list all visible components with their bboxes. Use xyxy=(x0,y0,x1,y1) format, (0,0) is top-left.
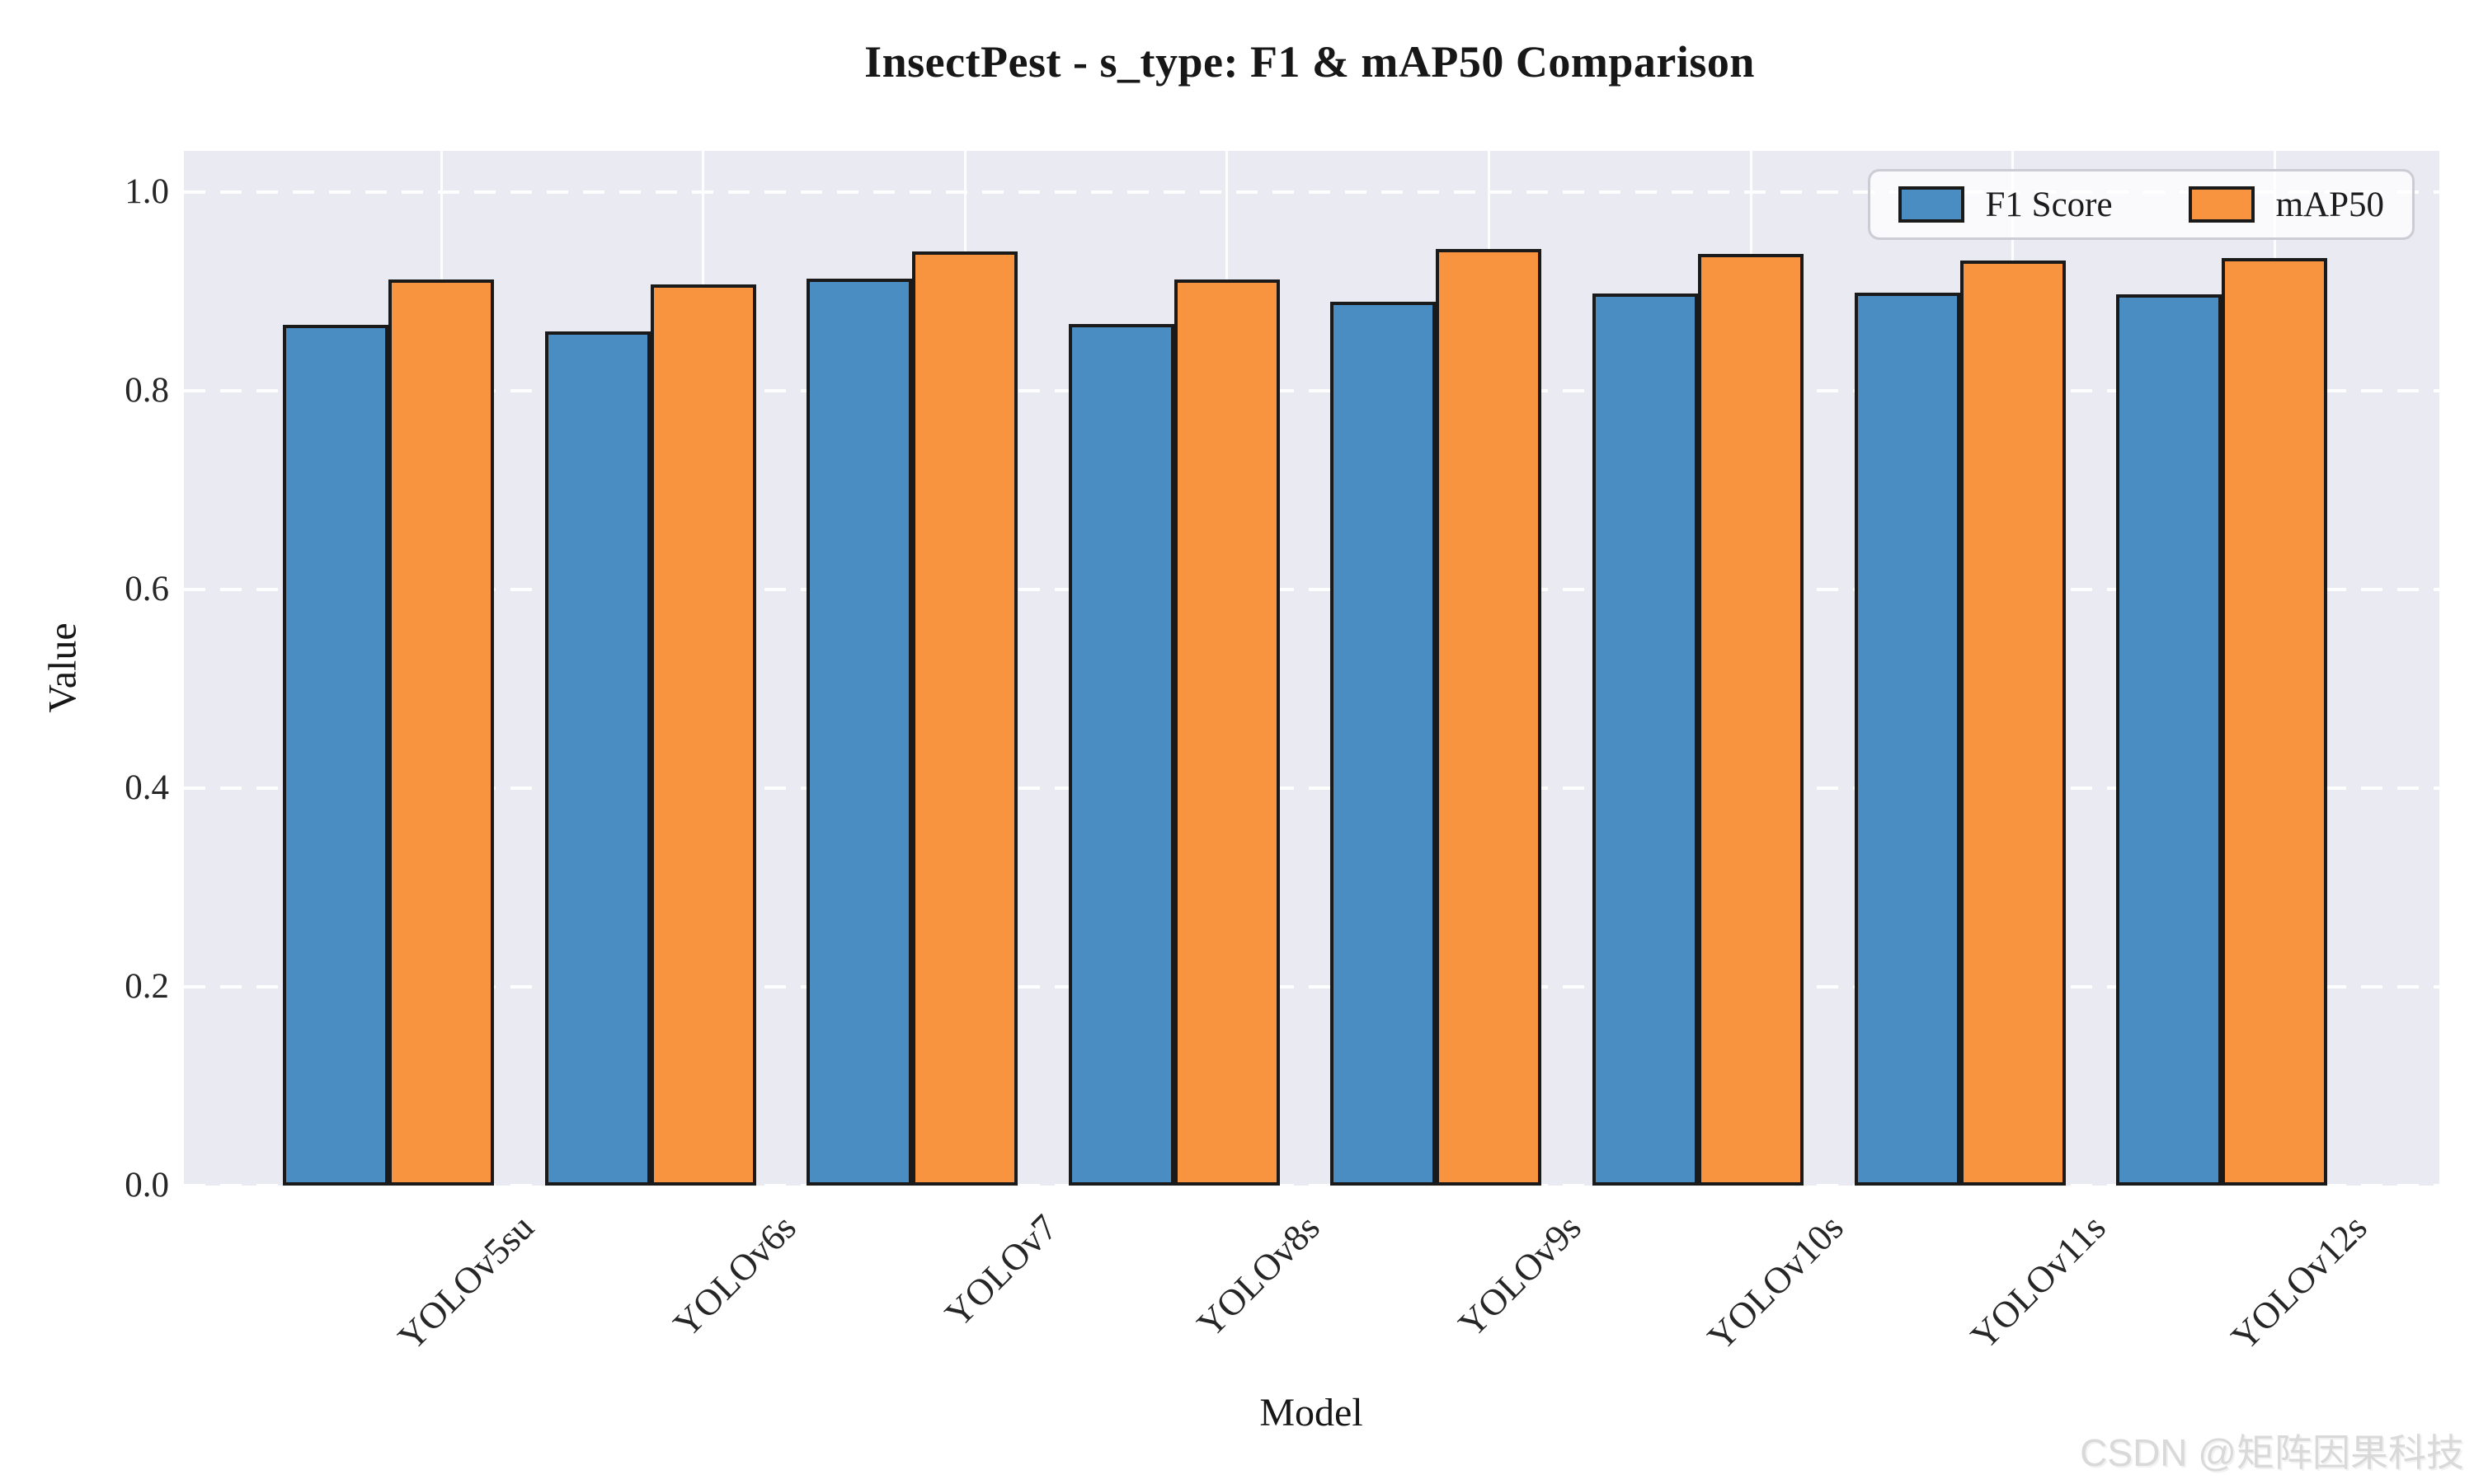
x-tick-label-YOLOv11s: YOLOv11s xyxy=(1962,1206,2114,1358)
bar-f1-score-YOLOv11s xyxy=(1854,292,1960,1186)
x-tick-label-YOLOv7: YOLOv7 xyxy=(937,1206,1065,1335)
gridline-y-0.8 xyxy=(184,389,2439,393)
y-tick-label-0.6: 0.6 xyxy=(125,570,169,608)
bar-map50-YOLOv9s xyxy=(1436,248,1542,1186)
legend-label-map50: mAP50 xyxy=(2275,185,2384,224)
y-tick-label-0.8: 0.8 xyxy=(125,371,169,410)
bar-map50-YOLOv7 xyxy=(912,251,1018,1186)
bar-f1-score-YOLOv10s xyxy=(1592,293,1698,1186)
legend-swatch-map50 xyxy=(2188,186,2255,223)
bar-map50-YOLOv6s xyxy=(650,284,756,1186)
y-tick-label-0.2: 0.2 xyxy=(125,967,169,1006)
x-tick-label-YOLOv6s: YOLOv6s xyxy=(665,1206,804,1345)
bar-f1-score-YOLOv9s xyxy=(1330,301,1437,1186)
bar-f1-score-YOLOv6s xyxy=(544,331,651,1186)
chart-title: InsectPest - s_type: F1 & mAP50 Comparis… xyxy=(864,37,1755,87)
bar-f1-score-YOLOv5su xyxy=(283,325,388,1186)
bar-map50-YOLOv8s xyxy=(1174,279,1280,1186)
gridline-y-0.6 xyxy=(184,588,2439,592)
bar-map50-YOLOv11s xyxy=(1959,261,2066,1186)
legend: F1 Score mAP50 xyxy=(1867,169,2415,240)
bar-map50-YOLOv10s xyxy=(1698,253,1804,1186)
gridline-y-0.0 xyxy=(184,1184,2439,1187)
y-tick-label-0.4: 0.4 xyxy=(125,768,169,807)
y-tick-label-0.0: 0.0 xyxy=(125,1166,169,1205)
legend-swatch-f1 xyxy=(1898,186,1964,223)
x-tick-label-YOLOv8s: YOLOv8s xyxy=(1188,1206,1328,1345)
gridline-y-0.4 xyxy=(184,787,2439,791)
bar-map50-YOLOv5su xyxy=(388,279,494,1186)
bar-f1-score-YOLOv7 xyxy=(807,278,913,1186)
watermark: CSDN @矩阵因果科技 xyxy=(2080,1431,2464,1474)
gridline-y-1.0 xyxy=(184,190,2439,195)
x-axis-label: Model xyxy=(1259,1391,1363,1435)
y-tick-label-1.0: 1.0 xyxy=(125,172,169,211)
x-tick-label-YOLOv9s: YOLOv9s xyxy=(1451,1206,1590,1345)
bar-f1-score-YOLOv12s xyxy=(2116,294,2222,1186)
bar-map50-YOLOv12s xyxy=(2222,257,2328,1186)
plot-area: F1 Score mAP50 xyxy=(184,151,2439,1187)
x-tick-label-YOLOv10s: YOLOv10s xyxy=(1699,1206,1851,1359)
legend-label-f1: F1 Score xyxy=(1985,185,2113,224)
legend-item-map50: mAP50 xyxy=(2188,185,2384,225)
gridline-y-0.2 xyxy=(184,985,2439,989)
x-tick-label-YOLOv5su: YOLOv5su xyxy=(389,1206,542,1359)
bar-f1-score-YOLOv8s xyxy=(1068,324,1174,1186)
legend-item-f1: F1 Score xyxy=(1898,185,2113,225)
y-axis-label: Value xyxy=(40,622,85,713)
